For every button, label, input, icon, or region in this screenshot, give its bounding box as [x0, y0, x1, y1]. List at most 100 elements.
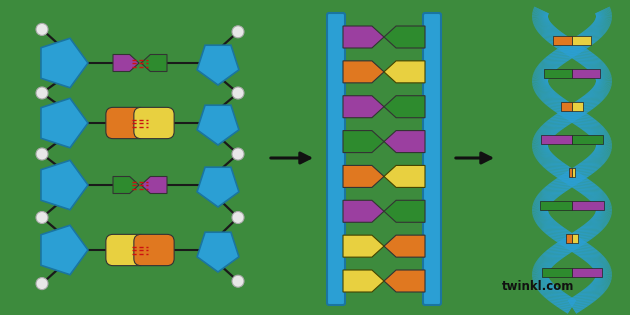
Polygon shape	[592, 128, 605, 139]
Polygon shape	[532, 210, 548, 211]
Polygon shape	[534, 8, 549, 14]
Polygon shape	[553, 180, 563, 194]
Polygon shape	[551, 182, 561, 195]
Polygon shape	[563, 109, 573, 123]
Polygon shape	[564, 234, 574, 248]
Polygon shape	[541, 62, 553, 73]
Polygon shape	[564, 298, 574, 312]
Polygon shape	[532, 271, 548, 274]
Polygon shape	[583, 117, 593, 131]
Polygon shape	[592, 24, 604, 35]
Polygon shape	[533, 269, 548, 273]
Polygon shape	[580, 180, 590, 193]
Polygon shape	[580, 292, 590, 305]
Polygon shape	[532, 211, 548, 214]
Polygon shape	[588, 122, 598, 135]
Polygon shape	[585, 288, 595, 301]
Polygon shape	[536, 215, 550, 224]
Polygon shape	[542, 219, 554, 231]
Polygon shape	[590, 60, 602, 72]
Polygon shape	[589, 26, 600, 39]
Polygon shape	[558, 100, 568, 114]
Polygon shape	[577, 294, 587, 307]
Polygon shape	[532, 269, 548, 274]
Polygon shape	[585, 119, 595, 132]
Polygon shape	[561, 37, 570, 51]
Polygon shape	[532, 18, 548, 22]
Polygon shape	[384, 200, 425, 222]
Polygon shape	[595, 266, 610, 272]
Polygon shape	[570, 298, 580, 312]
Polygon shape	[536, 150, 550, 159]
Polygon shape	[572, 168, 581, 182]
Polygon shape	[570, 43, 580, 57]
Polygon shape	[384, 270, 425, 292]
Polygon shape	[583, 225, 593, 238]
Polygon shape	[532, 210, 548, 213]
Polygon shape	[579, 163, 589, 177]
Polygon shape	[571, 233, 581, 247]
Polygon shape	[543, 90, 554, 103]
Polygon shape	[41, 225, 88, 275]
Polygon shape	[595, 135, 610, 143]
Polygon shape	[537, 280, 550, 289]
Polygon shape	[535, 84, 549, 93]
Polygon shape	[593, 216, 605, 227]
Polygon shape	[543, 284, 554, 296]
Polygon shape	[534, 147, 549, 154]
Polygon shape	[532, 17, 548, 20]
Polygon shape	[565, 105, 575, 119]
Polygon shape	[596, 81, 612, 82]
Polygon shape	[539, 258, 551, 268]
Polygon shape	[41, 98, 88, 148]
Polygon shape	[547, 120, 558, 133]
Polygon shape	[532, 77, 548, 80]
Polygon shape	[564, 169, 573, 183]
Polygon shape	[590, 155, 601, 167]
Polygon shape	[541, 126, 553, 138]
Polygon shape	[541, 283, 553, 295]
Polygon shape	[570, 105, 580, 118]
Polygon shape	[551, 289, 561, 302]
Polygon shape	[542, 90, 554, 102]
Polygon shape	[590, 254, 602, 266]
Polygon shape	[588, 285, 600, 298]
Polygon shape	[554, 244, 564, 258]
Polygon shape	[537, 150, 550, 160]
Polygon shape	[550, 160, 560, 173]
Polygon shape	[593, 66, 607, 76]
Polygon shape	[537, 280, 551, 290]
Polygon shape	[596, 140, 612, 145]
Polygon shape	[590, 254, 602, 266]
Polygon shape	[595, 263, 609, 271]
Polygon shape	[535, 278, 549, 287]
Polygon shape	[595, 264, 610, 272]
Polygon shape	[595, 18, 611, 24]
Circle shape	[232, 275, 244, 287]
Polygon shape	[565, 237, 575, 251]
Polygon shape	[585, 30, 596, 43]
Polygon shape	[534, 277, 549, 283]
Polygon shape	[596, 143, 612, 145]
Polygon shape	[546, 186, 556, 199]
Polygon shape	[558, 164, 567, 178]
Polygon shape	[533, 203, 549, 209]
Polygon shape	[588, 251, 598, 264]
Polygon shape	[541, 89, 553, 100]
Polygon shape	[550, 95, 561, 109]
Polygon shape	[541, 153, 553, 165]
Polygon shape	[596, 145, 612, 146]
Polygon shape	[544, 220, 555, 232]
Polygon shape	[595, 202, 610, 208]
Polygon shape	[544, 253, 555, 265]
Polygon shape	[550, 183, 560, 196]
Polygon shape	[586, 94, 597, 106]
Polygon shape	[586, 185, 597, 198]
Polygon shape	[583, 289, 593, 302]
Polygon shape	[581, 162, 591, 175]
Polygon shape	[595, 133, 609, 142]
Polygon shape	[574, 46, 583, 60]
Polygon shape	[546, 251, 556, 264]
Polygon shape	[596, 82, 612, 85]
Polygon shape	[580, 51, 590, 64]
